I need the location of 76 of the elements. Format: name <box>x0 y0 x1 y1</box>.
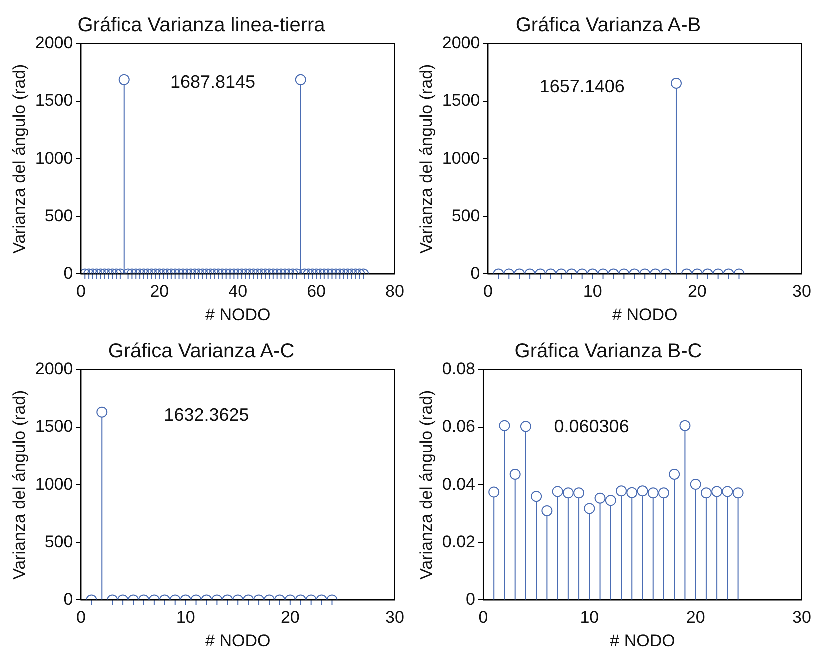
y-tick-label: 2000 <box>35 34 74 53</box>
point <box>637 486 648 497</box>
point <box>488 486 500 498</box>
x-tick-label: 0 <box>483 282 493 302</box>
x-tick-label: 0 <box>76 282 86 302</box>
x-tick-label: 20 <box>686 608 706 628</box>
x-axis-title: # NODO <box>206 631 271 650</box>
point <box>732 488 744 499</box>
point <box>520 421 532 432</box>
y-tick-label: 0.06 <box>442 417 476 436</box>
y-tick-label: 500 <box>452 206 480 226</box>
y-axis-title: Varianza del ángulo (rad) <box>10 64 29 254</box>
chart-title: Gráfica Varianza linea-tierra <box>78 14 326 37</box>
chart-title: Gráfica Varianza B-C <box>514 340 702 363</box>
point <box>542 506 553 516</box>
y-tick-label: 500 <box>44 206 74 226</box>
point <box>722 486 734 498</box>
annotation: 0.060306 <box>554 416 630 437</box>
chart-title: Gráfica Varianza A-B <box>516 14 702 37</box>
y-tick-label: 0 <box>470 264 480 283</box>
y-tick-label: 1500 <box>35 91 74 110</box>
point <box>584 503 596 514</box>
y-tick-label: 500 <box>44 532 74 552</box>
y-tick-label: 0.08 <box>442 360 476 379</box>
y-axis-title: Varianza del ángulo (rad) <box>416 390 436 580</box>
annotation: 1687.8145 <box>170 72 256 92</box>
point <box>658 488 670 499</box>
y-tick-label: 0 <box>64 264 74 283</box>
y-tick-label: 1500 <box>442 91 480 110</box>
point <box>680 420 691 432</box>
y-tick-label: 1500 <box>35 417 74 436</box>
x-tick-label: 10 <box>176 608 196 628</box>
point <box>648 488 659 499</box>
point <box>510 468 521 480</box>
point <box>712 486 723 498</box>
point <box>669 468 680 480</box>
chart-title: Gráfica Varianza A-C <box>108 340 295 363</box>
x-tick-label: 80 <box>386 282 404 302</box>
point <box>616 486 628 497</box>
point <box>531 491 542 502</box>
x-tick-label: 20 <box>688 282 707 302</box>
x-tick-label: 30 <box>792 608 812 628</box>
x-tick-label: 0 <box>76 608 86 628</box>
x-tick-label: 10 <box>583 282 602 302</box>
point <box>700 488 712 499</box>
point <box>690 479 702 490</box>
point <box>594 492 606 504</box>
point <box>562 488 574 499</box>
point <box>605 495 616 506</box>
point <box>499 420 510 432</box>
y-axis-title: Varianza del ángulo (rad) <box>416 64 436 254</box>
y-tick-label: 2000 <box>442 34 480 53</box>
y-tick-label: 0.02 <box>442 532 476 552</box>
y-tick-label: 0.04 <box>442 474 476 494</box>
x-axis-title: # NODO <box>612 305 678 324</box>
x-tick-label: 40 <box>228 282 248 302</box>
y-tick-label: 1000 <box>35 148 74 168</box>
x-tick-label: 10 <box>580 608 600 628</box>
point <box>574 488 585 499</box>
annotation: 1632.3625 <box>164 405 250 426</box>
y-tick-label: 1000 <box>442 148 480 168</box>
x-tick-label: 60 <box>307 282 326 302</box>
x-tick-label: 20 <box>280 608 300 628</box>
y-tick-label: 0 <box>466 590 476 609</box>
x-tick-label: 30 <box>792 282 812 302</box>
x-tick-label: 20 <box>150 282 170 302</box>
point <box>626 487 638 498</box>
x-axis-title: # NODO <box>206 305 271 324</box>
x-tick-label: 30 <box>386 608 404 628</box>
annotation: 1657.1406 <box>540 76 625 97</box>
y-tick-label: 0 <box>64 590 74 609</box>
point <box>552 486 564 498</box>
y-tick-label: 1000 <box>35 474 74 494</box>
y-tick-label: 2000 <box>35 360 74 379</box>
y-axis-title: Varianza del ángulo (rad) <box>10 390 29 580</box>
x-axis-title: # NODO <box>610 631 676 650</box>
